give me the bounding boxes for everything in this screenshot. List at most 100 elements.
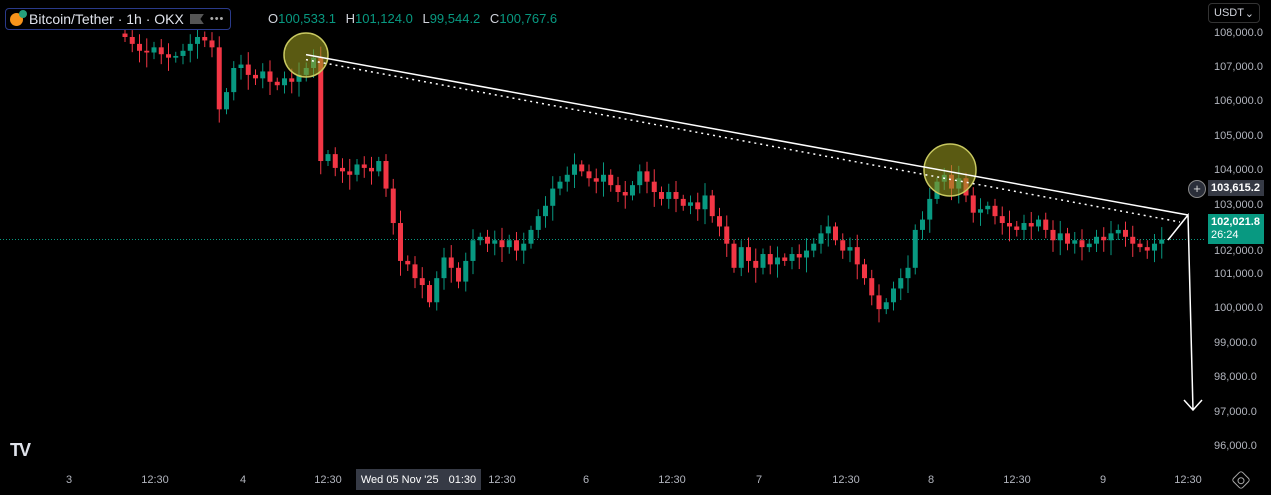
candle-body [688,202,693,206]
candle-body [492,240,498,244]
candle-body [775,257,780,265]
candle-body [340,167,345,172]
candle-body [666,192,672,199]
candle-body [840,240,846,251]
time-tick: 6 [582,474,590,486]
candle-body [1021,223,1027,230]
candle-body [891,288,896,303]
flag-icon[interactable] [189,14,204,24]
price-tick: 105,000.0 [1214,129,1263,142]
candle-body [1036,219,1041,227]
candle-body [137,43,142,51]
candle-body [383,161,389,189]
price-tick: 96,000.0 [1214,439,1257,452]
candle-body [1144,247,1150,251]
candle-body [216,47,222,110]
candle-body [506,240,512,248]
candle-body [1079,240,1085,248]
candle-body [332,154,338,168]
time-tick: 9 [1099,474,1107,486]
candle-body [456,267,461,282]
candle-body [883,302,889,310]
bitcoin-icon [10,9,27,26]
tradingview-logo[interactable]: TV [10,440,31,460]
time-tick: 8 [927,474,935,486]
symbol-legend[interactable]: Bitcoin/Tether · 1h · OKX ••• [5,8,232,30]
candle-body [622,192,628,196]
candle-body [448,257,454,268]
candle-body [920,219,925,230]
candle-body [659,192,664,199]
candle-body [419,278,425,286]
candle-body [1014,226,1020,230]
candle-body [347,171,353,175]
candle-body [847,247,853,251]
candle-body [970,195,976,213]
price-tick: 98,000.0 [1214,371,1257,384]
time-tick: 12:30 [141,474,169,486]
candle-body [1159,239,1165,244]
candle-body [804,250,809,258]
candle-body [274,81,280,86]
candle-body [245,64,251,75]
candle-body [267,71,273,82]
highlight-circle [923,143,977,197]
candle-body [709,195,715,217]
candle-body [586,171,592,179]
candle-body [746,247,751,261]
candle-body [1007,223,1012,227]
price-tick: 104,000.0 [1214,164,1263,177]
add-alert-icon[interactable]: + [1188,180,1206,198]
symbol-title: Bitcoin/Tether · 1h · OKX [29,11,184,27]
candle-body [992,205,998,217]
candle-body [912,229,918,268]
candle-body [195,36,200,44]
candle-body [564,174,570,182]
candle-body [818,233,824,244]
time-tick: 12:30 [1174,474,1202,486]
candle-body [405,260,411,265]
candle-body [1072,240,1078,244]
candle-body [1094,236,1099,244]
time-tick: 12:30 [832,474,860,486]
candle-body [644,171,650,182]
candle-body [854,247,860,265]
candle-body [724,226,730,244]
candle-body [789,254,795,261]
currency-select[interactable]: USDT ⌄ [1208,3,1260,23]
candle-body [166,54,171,58]
candle-body [528,229,534,244]
candle-body [579,164,585,172]
candle-body [630,185,635,196]
candle-body [390,188,396,224]
more-icon[interactable]: ••• [209,13,225,25]
candle-body [572,164,577,175]
candle-body [1123,229,1128,237]
candle-body [318,57,324,162]
candle-body [209,40,215,48]
candle-body [325,154,331,162]
candle-body [1101,236,1107,241]
candle-body [543,205,548,217]
time-tick: 12:30 [314,474,342,486]
time-tick: 12:30 [658,474,686,486]
candle-body [289,78,295,82]
price-tick: 97,000.0 [1214,405,1257,418]
price-tick: 101,000.0 [1214,267,1263,280]
candle-body [695,202,701,210]
candle-body [876,295,882,310]
candle-body [202,36,208,41]
candle-body [173,55,179,58]
candle-body [651,181,657,193]
candle-body [231,68,237,93]
candle-body [441,257,447,279]
time-tick: 12:30 [488,474,516,486]
candle-body [862,264,867,279]
candle-body [122,33,128,37]
candle-body [238,64,244,68]
candle-body [637,171,643,186]
candle-body [376,161,382,172]
candle-body [999,216,1005,224]
candle-body [905,267,911,279]
